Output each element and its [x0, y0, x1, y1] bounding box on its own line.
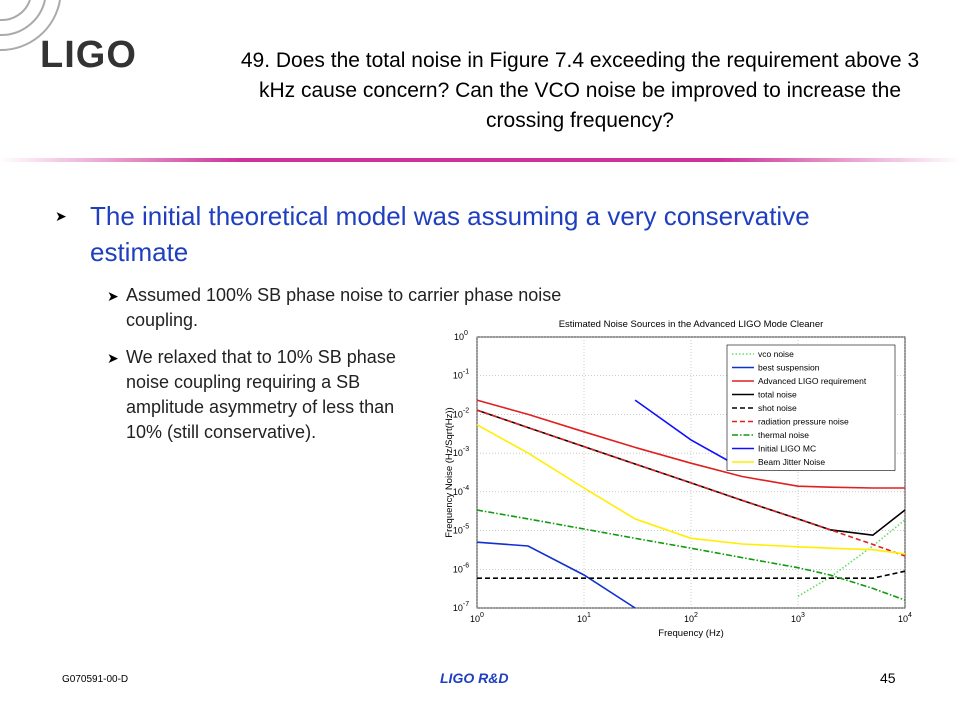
footer-center: LIGO R&D: [440, 670, 509, 686]
chart-title: Estimated Noise Sources in the Advanced …: [559, 319, 824, 330]
y-tick-label: 10-6: [453, 562, 469, 574]
series-line: [476, 509, 906, 601]
x-tick-label: 101: [577, 612, 591, 624]
legend-label: Beam Jitter Noise: [758, 457, 825, 467]
doc-id: G070591-00-D: [62, 674, 129, 685]
legend-label: thermal noise: [758, 430, 809, 440]
y-tick-label: 10-1: [453, 369, 469, 381]
legend-label: best suspension: [758, 363, 820, 373]
x-axis-label: Frequency (Hz): [658, 628, 723, 639]
series-line: [476, 541, 636, 609]
divider: [0, 158, 960, 162]
sub-bullet: Assumed 100% SB phase noise to carrier p…: [126, 285, 562, 330]
legend-label: vco noise: [758, 349, 794, 359]
slide-title: 49. Does the total noise in Figure 7.4 e…: [240, 49, 920, 132]
legend-label: Initial LIGO MC: [758, 444, 816, 454]
y-tick-label: 10-4: [453, 485, 469, 497]
bullet: The initial theoretical model was assumi…: [90, 201, 810, 267]
legend-box: [726, 344, 896, 471]
series-line: [797, 519, 906, 597]
x-tick-label: 100: [470, 612, 484, 624]
bullet-arrow: ➤: [107, 350, 119, 366]
sub-bullet: We relaxed that to 10% SB phase noise co…: [126, 347, 396, 442]
y-tick-label: 10-5: [453, 524, 469, 536]
bullet-arrow: ➤: [55, 208, 67, 224]
legend-label: Advanced LIGO requirement: [758, 376, 867, 386]
x-tick-label: 103: [791, 612, 805, 624]
y-axis-label: Frequency Noise (Hz/Sqrt(Hz)): [444, 407, 455, 537]
bullet-arrow: ➤: [107, 288, 119, 304]
x-tick-label: 102: [684, 612, 698, 624]
series-line: [476, 424, 906, 555]
series-line: [476, 399, 905, 489]
series-line: [476, 409, 906, 557]
y-tick-label: 10-7: [453, 601, 469, 613]
y-tick-label: 100: [454, 330, 468, 342]
legend-label: total noise: [758, 390, 797, 400]
logo: LIGO: [40, 34, 137, 76]
legend-label: radiation pressure noise: [758, 417, 849, 427]
y-tick-label: 10-2: [453, 407, 469, 419]
y-tick-label: 10-3: [453, 446, 469, 458]
logo-arcs: [0, 0, 61, 52]
page-number: 45: [880, 670, 896, 686]
x-tick-label: 104: [898, 612, 912, 624]
legend-label: shot noise: [758, 403, 797, 413]
